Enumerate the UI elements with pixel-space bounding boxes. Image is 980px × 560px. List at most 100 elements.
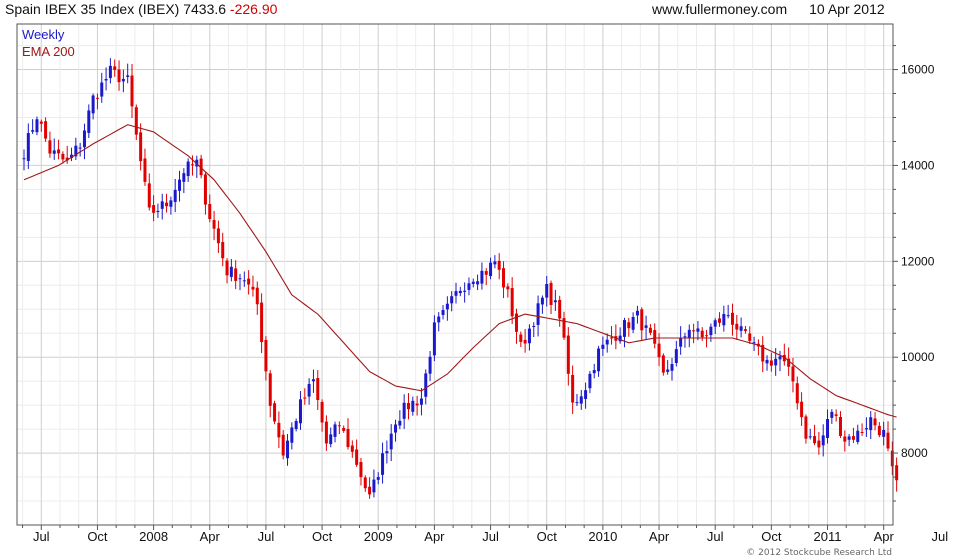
candle-body (808, 436, 812, 438)
candle-body (437, 316, 441, 323)
x-tick-label: Apr (649, 529, 670, 544)
candle-body (87, 110, 91, 133)
candle-body (316, 378, 320, 401)
candle-body (705, 335, 709, 337)
candle-body (311, 379, 315, 382)
candle-body (700, 330, 704, 338)
candle-body (216, 228, 220, 244)
candle-body (173, 189, 177, 202)
candle-body (579, 396, 583, 404)
candle-body (480, 270, 484, 284)
candle-body (553, 300, 557, 303)
candle-body (432, 322, 436, 356)
candle-body (458, 290, 462, 294)
candle-body (545, 284, 549, 298)
grid-layer (17, 24, 893, 525)
candle-body (441, 310, 445, 315)
candle-body (696, 328, 700, 332)
candle-body (212, 219, 216, 229)
x-tick-label: 2008 (139, 529, 168, 544)
candle-body (104, 78, 108, 81)
candle-body (350, 445, 354, 452)
candle-body (337, 425, 341, 427)
candle-body (856, 430, 860, 442)
candle-body (419, 398, 423, 405)
candle-body (428, 356, 432, 374)
candle-body (454, 291, 458, 296)
y-tick-label: 8000 (901, 446, 928, 460)
candle-body (359, 461, 363, 478)
candle-body (255, 287, 259, 305)
candle-body (713, 320, 717, 327)
candle-body (666, 369, 670, 372)
candle-body (117, 69, 121, 83)
candle-body (61, 153, 65, 160)
candle-body (229, 266, 233, 277)
candle-body (95, 97, 99, 99)
axis-layer: 8000 10000 12000 14000 16000 Jul Oct 2008 Apr Jul… (22, 45, 948, 544)
candle-body (70, 154, 74, 158)
candle-body (91, 95, 95, 114)
candle-body (247, 278, 251, 285)
candle-body (726, 315, 730, 317)
candle-body (406, 402, 410, 410)
candle-body (294, 420, 298, 430)
candle-body (484, 271, 488, 275)
candle-body (787, 358, 791, 367)
candle-body (722, 314, 726, 326)
x-tick-label: 2010 (588, 529, 617, 544)
candle-body (450, 296, 454, 304)
candle-body (523, 339, 527, 344)
candle-body (735, 323, 739, 330)
candle-body (860, 431, 864, 433)
candle-body (618, 335, 622, 342)
candle-body (463, 290, 467, 292)
candle-body (605, 339, 609, 345)
candle-body (82, 130, 86, 148)
candle-body (830, 411, 834, 418)
candle-body (52, 150, 56, 154)
candle-body (661, 355, 665, 373)
candle-body (467, 283, 471, 290)
candle-body (48, 140, 52, 154)
candle-body (592, 370, 596, 374)
plot-frame (16, 23, 894, 526)
candle-body (692, 330, 696, 332)
candle-body (610, 337, 614, 339)
candle-body (182, 173, 186, 182)
candle-body (813, 436, 817, 444)
candle-body (169, 200, 173, 207)
candle-body (298, 399, 302, 424)
candle-body (100, 82, 104, 97)
y-tick-label: 14000 (901, 158, 935, 172)
candle-body (588, 373, 592, 389)
candle-body (368, 486, 372, 495)
candle-body (402, 402, 406, 419)
candle-body (778, 356, 782, 360)
candle-body (497, 260, 501, 270)
x-tick-label: Oct (761, 529, 782, 544)
candle-body (130, 75, 134, 107)
candle-body (26, 133, 30, 161)
candle-body (709, 326, 713, 336)
candle-body (640, 309, 644, 331)
candle-body (635, 310, 639, 316)
x-tick-label: Oct (312, 529, 333, 544)
candle-body (445, 303, 449, 310)
x-tick-label: Jul (33, 529, 50, 544)
candle-body (333, 424, 337, 437)
candle-body (493, 261, 497, 265)
candle-body (186, 161, 190, 177)
candle-body (221, 242, 225, 259)
candle-body (264, 339, 268, 372)
candle-body (532, 325, 536, 327)
candle-body (536, 303, 540, 325)
x-tick-label: Apr (200, 529, 221, 544)
candle-body (121, 78, 125, 82)
candle-body (601, 344, 605, 349)
candle-body (424, 373, 428, 397)
candle-body (502, 268, 506, 288)
candle-body (74, 145, 78, 157)
candle-body (147, 183, 151, 208)
